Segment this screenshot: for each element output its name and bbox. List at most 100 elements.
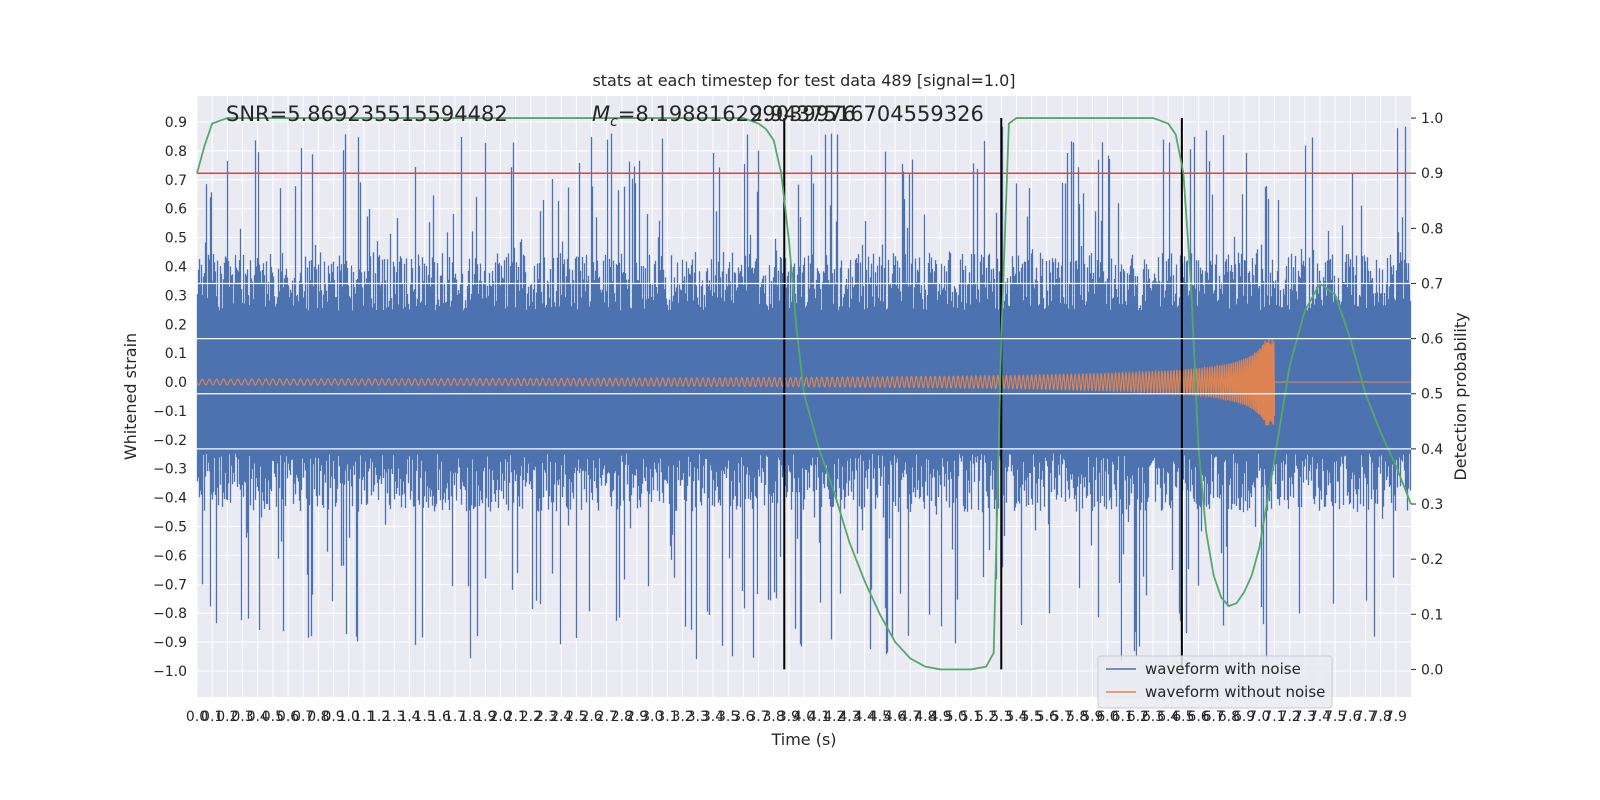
x-tick-label: 7.8 [1370, 709, 1392, 725]
x-tick-label: 3.3 [687, 709, 709, 725]
x-tick-label: 7.6 [1339, 709, 1361, 725]
x-tick-label: 2.4 [550, 709, 572, 725]
x-tick-label: 5.8 [1066, 709, 1088, 725]
x-tick-label: 2.1 [505, 709, 527, 725]
x-tick-label: 4.2 [823, 709, 845, 725]
y-tick-label-right: 0.7 [1421, 276, 1443, 292]
y-tick-label-left: 0.9 [165, 115, 187, 131]
chirp-mass-symbol: M [592, 102, 610, 126]
x-tick-label: 2.2 [520, 709, 542, 725]
series-line [196, 117, 1412, 671]
x-tick-label: 4.3 [838, 709, 860, 725]
series-line [196, 339, 1411, 426]
x-tick-label: 0.4 [247, 709, 269, 725]
y-tick-label-left: −0.1 [153, 404, 187, 420]
y-tick-label-left: 0.8 [165, 144, 187, 160]
x-tick-label: 4.8 [914, 709, 936, 725]
y-tick-label-left: −0.4 [153, 491, 187, 507]
x-tick-label: 7.1 [1263, 709, 1285, 725]
x-tick-label: 4.9 [929, 709, 951, 725]
x-tick-label: 5.9 [1081, 709, 1103, 725]
x-tick-label: 1.4 [398, 709, 420, 725]
x-tick-label: 3.1 [656, 709, 678, 725]
x-tick-label: 2.5 [565, 709, 587, 725]
x-tick-label: 5.4 [1005, 709, 1027, 725]
x-tick-label: 0.1 [201, 709, 223, 725]
x-tick-label: 6.6 [1187, 709, 1209, 725]
x-tick-label: 6.8 [1218, 709, 1240, 725]
x-tick-label: 6.3 [1142, 709, 1164, 725]
y-tick-label-right: 0.9 [1421, 166, 1443, 182]
y-tick-label-right: 0.3 [1421, 497, 1443, 513]
x-tick-label: 6.9 [1233, 709, 1255, 725]
x-tick-label: 0.7 [292, 709, 314, 725]
y-tick-label-left: 0.4 [165, 259, 187, 275]
y-tick-label-right: 0.2 [1421, 552, 1443, 568]
y-tick-label-right: 0.8 [1421, 221, 1443, 237]
x-tick-label: 0.6 [277, 709, 299, 725]
y-tick-label-left: 0.0 [165, 375, 187, 391]
x-tick-label: 7.4 [1309, 709, 1331, 725]
x-tick-label: 1.6 [429, 709, 451, 725]
x-tick-label: 1.3 [383, 709, 405, 725]
snr-annotation: SNR=5.869235515594482 [226, 102, 508, 126]
x-tick-label: 2.9 [626, 709, 648, 725]
legend-label-waveform-with-noise: waveform with noise [1145, 660, 1301, 678]
x-tick-label: 7.5 [1324, 709, 1346, 725]
x-tick-label: 1.8 [459, 709, 481, 725]
x-tick-label: 1.7 [444, 709, 466, 725]
y-tick-label-left: 0.5 [165, 231, 187, 247]
x-tick-label: 3.0 [641, 709, 663, 725]
x-tick-label: 6.2 [1127, 709, 1149, 725]
y-tick-label-left: 0.6 [165, 202, 187, 218]
y-tick-label-left: −0.8 [153, 606, 187, 622]
chirp-mass-subscript: c [610, 114, 618, 130]
x-tick-label: 4.4 [854, 709, 876, 725]
x-tick-label: 0.8 [307, 709, 329, 725]
x-tick-label: 1.2 [368, 709, 390, 725]
x-tick-label: 7.2 [1278, 709, 1300, 725]
x-tick-label: 2.6 [580, 709, 602, 725]
series-detection-probability [196, 117, 1412, 671]
y-tick-label-left: −0.3 [153, 462, 187, 478]
x-tick-label: 5.6 [1036, 709, 1058, 725]
y-tick-label-right: 0.0 [1421, 662, 1443, 678]
x-tick-label: 4.1 [808, 709, 830, 725]
x-tick-label: 3.4 [702, 709, 724, 725]
series-line [196, 382, 1412, 661]
x-tick-label: 0.3 [231, 709, 253, 725]
y-tick-label-right: 0.6 [1421, 332, 1443, 348]
legend-label-waveform-without-noise: waveform without noise [1145, 683, 1325, 701]
y-tick-label-left: −0.5 [153, 520, 187, 536]
x-tick-label: 0.0 [186, 709, 208, 725]
chirp-mass-value: =8.198816299039976 [618, 102, 856, 126]
y-tick-label-right: 1.0 [1421, 111, 1443, 127]
y-tick-label-left: 0.2 [165, 317, 187, 333]
y-tick-label-left: 0.3 [165, 288, 187, 304]
chart-title: stats at each timestep for test data 489… [592, 71, 1015, 90]
x-tick-label: 2.0 [489, 709, 511, 725]
x-tick-label: 2.7 [596, 709, 618, 725]
x-tick-label: 0.2 [216, 709, 238, 725]
y-tick-label-left: −0.6 [153, 548, 187, 564]
y-tick-label-left: −0.2 [153, 433, 187, 449]
y-tick-label-left: 0.7 [165, 173, 187, 189]
x-tick-label: 3.5 [717, 709, 739, 725]
y-tick-label-left: −1.0 [153, 664, 187, 680]
x-tick-label: 5.7 [1051, 709, 1073, 725]
x-tick-label: 4.7 [899, 709, 921, 725]
x-tick-label: 1.5 [413, 709, 435, 725]
y-tick-label-left: −0.7 [153, 577, 187, 593]
x-tick-label: 5.3 [990, 709, 1012, 725]
chirp-mass-annotation: Mc=8.198816299039976 [592, 102, 856, 130]
y-tick-label-right: 0.5 [1421, 387, 1443, 403]
x-tick-label: 5.5 [1020, 709, 1042, 725]
x-tick-label: 3.7 [747, 709, 769, 725]
x-tick-label: 3.8 [763, 709, 785, 725]
x-tick-label: 5.2 [975, 709, 997, 725]
x-tick-label: 3.9 [778, 709, 800, 725]
x-tick-label: 6.5 [1172, 709, 1194, 725]
x-tick-label: 7.7 [1354, 709, 1376, 725]
x-tick-label: 6.4 [1157, 709, 1179, 725]
x-tick-label: 1.0 [338, 709, 360, 725]
